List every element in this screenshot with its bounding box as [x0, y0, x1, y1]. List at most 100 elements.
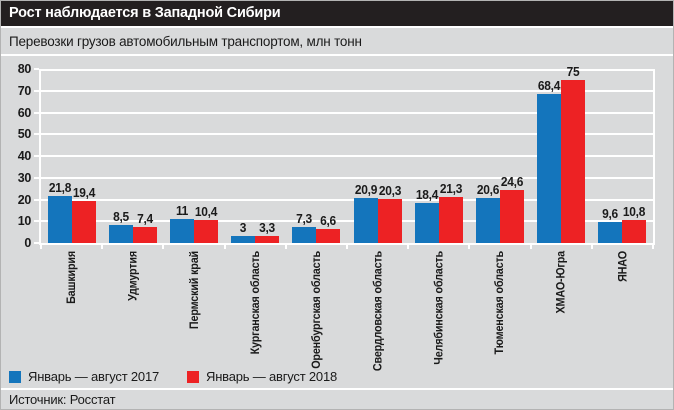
bar-wrapper: 68,4 — [537, 78, 562, 243]
y-axis-tick-mark — [34, 198, 39, 201]
x-axis-category-label: Тюменская область — [492, 251, 507, 355]
bar-value-label: 24,6 — [500, 173, 524, 189]
gridline — [41, 133, 653, 136]
gridline — [41, 198, 653, 201]
source-note: Источник: Росстат — [9, 392, 116, 407]
bar-wrapper: 18,4 — [414, 187, 439, 243]
category-column: 7,3 6,6 — [286, 69, 347, 243]
bar-pair: 21,8 19,4 — [47, 180, 96, 243]
bar-wrapper: 19,4 — [71, 185, 96, 243]
bar-wrapper: 75 — [561, 64, 586, 243]
bar-value-label: 7,3 — [296, 211, 313, 227]
bar-wrapper: 10,4 — [193, 204, 218, 243]
bar-pair: 3 3,3 — [231, 220, 280, 243]
gridline — [41, 220, 653, 223]
x-axis-tick-mark — [223, 245, 226, 249]
y-axis-tick-label: 0 — [24, 236, 31, 250]
y-axis-tick-mark — [34, 220, 39, 223]
bar — [132, 226, 157, 243]
bar-pair: 7,3 6,6 — [292, 211, 341, 243]
bar-value-label: 10,4 — [194, 204, 218, 220]
bar-value-label: 20,9 — [354, 181, 377, 197]
page-title: Рост наблюдается в Западной Сибири — [9, 5, 281, 21]
bar-value-label: 8,5 — [112, 208, 129, 224]
bar — [292, 227, 317, 243]
bar — [231, 236, 256, 243]
legend-swatch-2017 — [9, 370, 21, 383]
bar-value-label: 19,4 — [72, 184, 95, 200]
y-axis-tick-label: 10 — [17, 214, 32, 229]
bar-wrapper: 8,5 — [108, 209, 133, 243]
bar — [561, 79, 586, 243]
bar — [255, 235, 280, 243]
bar-pair: 9,6 10,8 — [598, 204, 647, 243]
bar — [537, 94, 562, 243]
bar-chart: 21,8 19,4 8,5 7,4 11 10,4 3 3,3 7,3 6,6 20,9 20,3 18… — [1, 56, 673, 371]
chart-subtitle: Перевозки грузов автомобильным транспорт… — [1, 28, 673, 56]
bar-pair: 20,6 24,6 — [475, 174, 524, 243]
bar-value-label: 3,3 — [259, 219, 276, 235]
bar-value-label: 20,3 — [378, 182, 401, 198]
x-axis-tick-mark — [40, 245, 42, 249]
y-axis-tick-label: 50 — [17, 127, 32, 142]
category-column: 68,4 75 — [531, 64, 592, 243]
bar-value-label: 18,4 — [415, 186, 438, 202]
legend-swatch-2018 — [187, 370, 200, 383]
bar — [169, 219, 194, 243]
bar-wrapper: 21,3 — [438, 181, 463, 243]
x-axis-category-label: Пермский край — [186, 251, 201, 330]
y-axis-tick-mark — [34, 68, 39, 70]
bar-wrapper: 24,6 — [499, 174, 524, 243]
bar-value-label: 21,3 — [439, 180, 462, 196]
bar-wrapper: 9,6 — [598, 206, 623, 243]
bar-wrapper: 6,6 — [316, 213, 341, 243]
x-axis-category-label: Оренбургская область — [308, 251, 323, 369]
bar — [71, 200, 96, 243]
bar-wrapper: 10,8 — [622, 204, 647, 243]
legend-item-2018: Январь — август 2018 — [187, 369, 337, 384]
y-axis-tick-label: 20 — [17, 192, 32, 207]
x-axis-tick-mark — [284, 245, 287, 249]
x-axis-tick-mark — [407, 245, 410, 249]
bar-wrapper: 21,8 — [47, 180, 72, 243]
bar-pair: 11 10,4 — [169, 203, 218, 243]
bar-wrapper: 7,3 — [292, 211, 317, 243]
gridline — [41, 176, 653, 179]
bar-value-label: 7,4 — [136, 210, 153, 226]
category-column: 3 3,3 — [225, 69, 286, 243]
bar — [475, 198, 500, 243]
y-axis-tick-mark — [34, 176, 39, 179]
bar-pair: 20,9 20,3 — [353, 182, 402, 243]
y-axis-tick-label: 60 — [17, 105, 32, 120]
bar-value-label: 10,8 — [623, 203, 646, 219]
bar-wrapper: 20,3 — [377, 183, 402, 243]
category-column: 8,5 7,4 — [102, 69, 163, 243]
bar-value-label: 9,6 — [602, 206, 619, 222]
bar — [622, 219, 647, 243]
bar — [353, 197, 378, 243]
x-axis-tick-mark — [529, 245, 532, 249]
bar — [108, 224, 133, 243]
bar — [47, 195, 72, 243]
bar-value-label: 20,6 — [476, 182, 500, 198]
gridline — [41, 111, 653, 114]
bar-value-label: 21,8 — [48, 179, 71, 195]
bar — [377, 198, 402, 243]
bar-pair: 8,5 7,4 — [108, 209, 157, 243]
gridline — [41, 155, 653, 157]
x-axis-category-label: Свердловская область — [370, 251, 385, 372]
bar-value-label: 3 — [239, 220, 247, 236]
y-axis-tick-mark — [34, 242, 39, 244]
x-axis-tick-mark — [346, 245, 348, 249]
y-axis-tick-mark — [34, 133, 39, 136]
legend-item-2017: Январь — август 2017 — [9, 369, 159, 384]
y-axis-tick-mark — [34, 111, 39, 114]
bar-pair: 18,4 21,3 — [414, 181, 463, 243]
y-axis-tick-mark — [34, 89, 39, 92]
title-bar: Рост наблюдается в Западной Сибири — [1, 1, 673, 28]
bar — [414, 202, 439, 243]
bar-value-label: 11 — [175, 203, 189, 219]
plot-area: 21,8 19,4 8,5 7,4 11 10,4 3 3,3 7,3 6,6 20,9 20,3 18… — [39, 64, 655, 245]
x-axis-tick-mark — [468, 245, 471, 249]
category-column: 11 10,4 — [163, 69, 224, 243]
